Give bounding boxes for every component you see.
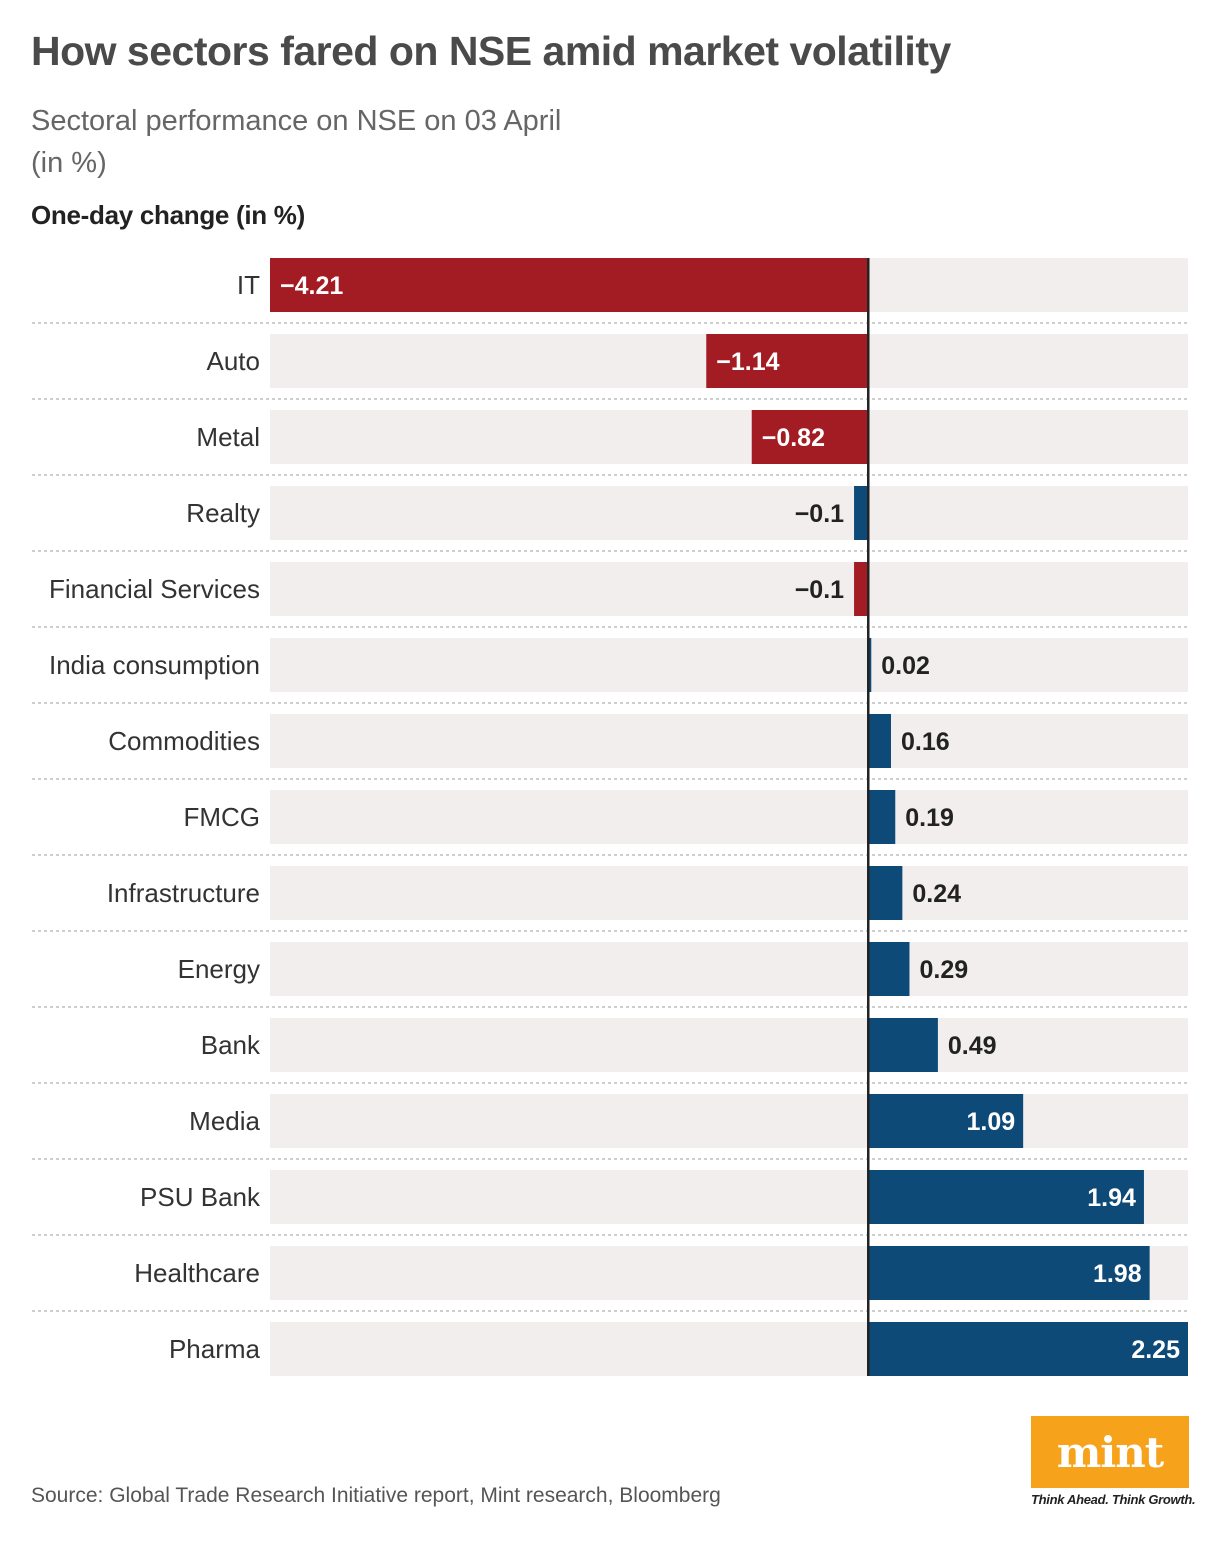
category-label-it: IT [237, 270, 260, 300]
bar-financial-services [854, 562, 869, 616]
category-label-healthcare: Healthcare [134, 1258, 260, 1288]
subtitle-line-2: (in %) [31, 147, 107, 179]
bar-track-bank [270, 1018, 1188, 1072]
category-label-financial-services: Financial Services [49, 574, 260, 604]
category-label-bank: Bank [201, 1030, 261, 1060]
bar-track-media [270, 1094, 1188, 1148]
category-label-india-consumption: India consumption [49, 650, 260, 680]
bar-it [270, 258, 869, 312]
bar-metal [751, 410, 869, 464]
value-label-metal: −0.82 [762, 424, 825, 452]
value-label-financial-services: −0.1 [795, 576, 844, 604]
value-label-india-consumption: 0.02 [881, 652, 930, 680]
axis-title: One-day change (in %) [31, 200, 305, 230]
logo-tagline: Think Ahead. Think Growth. [1031, 1492, 1196, 1507]
subtitle-line-1: Sectoral performance on NSE on 03 April [31, 105, 562, 137]
bar-track-financial-services [270, 562, 1188, 616]
bar-fmcg [868, 790, 896, 844]
category-label-metal: Metal [196, 422, 260, 452]
value-label-realty: −0.1 [795, 500, 844, 528]
source-note: Source: Global Trade Research Initiative… [31, 1484, 721, 1507]
value-label-bank: 0.49 [948, 1032, 997, 1060]
bar-pharma [868, 1322, 1188, 1376]
bar-track-energy [270, 942, 1188, 996]
bar-track-india-consumption [270, 638, 1188, 692]
value-label-psu-bank: 1.94 [1087, 1184, 1136, 1212]
bar-healthcare [868, 1246, 1150, 1300]
value-label-healthcare: 1.98 [1093, 1260, 1142, 1288]
bar-media [868, 1094, 1024, 1148]
value-label-media: 1.09 [966, 1108, 1015, 1136]
bar-track-commodities [270, 714, 1188, 768]
bar-track-metal [270, 410, 1188, 464]
category-label-auto: Auto [207, 346, 261, 376]
category-label-realty: Realty [186, 498, 260, 528]
mint-logo: mint [1031, 1416, 1189, 1488]
bar-psu-bank [868, 1170, 1144, 1224]
category-label-energy: Energy [178, 954, 260, 984]
bar-chart: IT −4.21 Auto −1.14 Metal −0.82 Realty −0.1 Fina… [32, 258, 1188, 1376]
value-label-it: −4.21 [280, 272, 343, 300]
category-label-commodities: Commodities [108, 726, 260, 756]
value-label-infrastructure: 0.24 [912, 880, 961, 908]
chart-subtitle: Sectoral performance on NSE on 03 April … [31, 100, 561, 184]
bar-track-realty [270, 486, 1188, 540]
category-label-psu-bank: PSU Bank [140, 1182, 261, 1212]
bar-track-fmcg [270, 790, 1188, 844]
bar-infrastructure [868, 866, 903, 920]
bar-auto [706, 334, 869, 388]
value-label-pharma: 2.25 [1131, 1336, 1180, 1364]
bar-commodities [868, 714, 891, 768]
bar-track-infrastructure [270, 866, 1188, 920]
value-label-commodities: 0.16 [901, 728, 950, 756]
category-label-infrastructure: Infrastructure [107, 878, 260, 908]
bar-bank [868, 1018, 938, 1072]
category-label-pharma: Pharma [169, 1334, 261, 1364]
value-label-fmcg: 0.19 [905, 804, 954, 832]
value-label-energy: 0.29 [919, 956, 968, 984]
value-label-auto: −1.14 [716, 348, 779, 376]
bar-energy [868, 942, 910, 996]
bar-realty [854, 486, 869, 540]
category-label-fmcg: FMCG [183, 802, 260, 832]
chart-title: How sectors fared on NSE amid market vol… [31, 28, 951, 74]
bar-india-consumption [868, 638, 872, 692]
category-label-media: Media [189, 1106, 260, 1136]
